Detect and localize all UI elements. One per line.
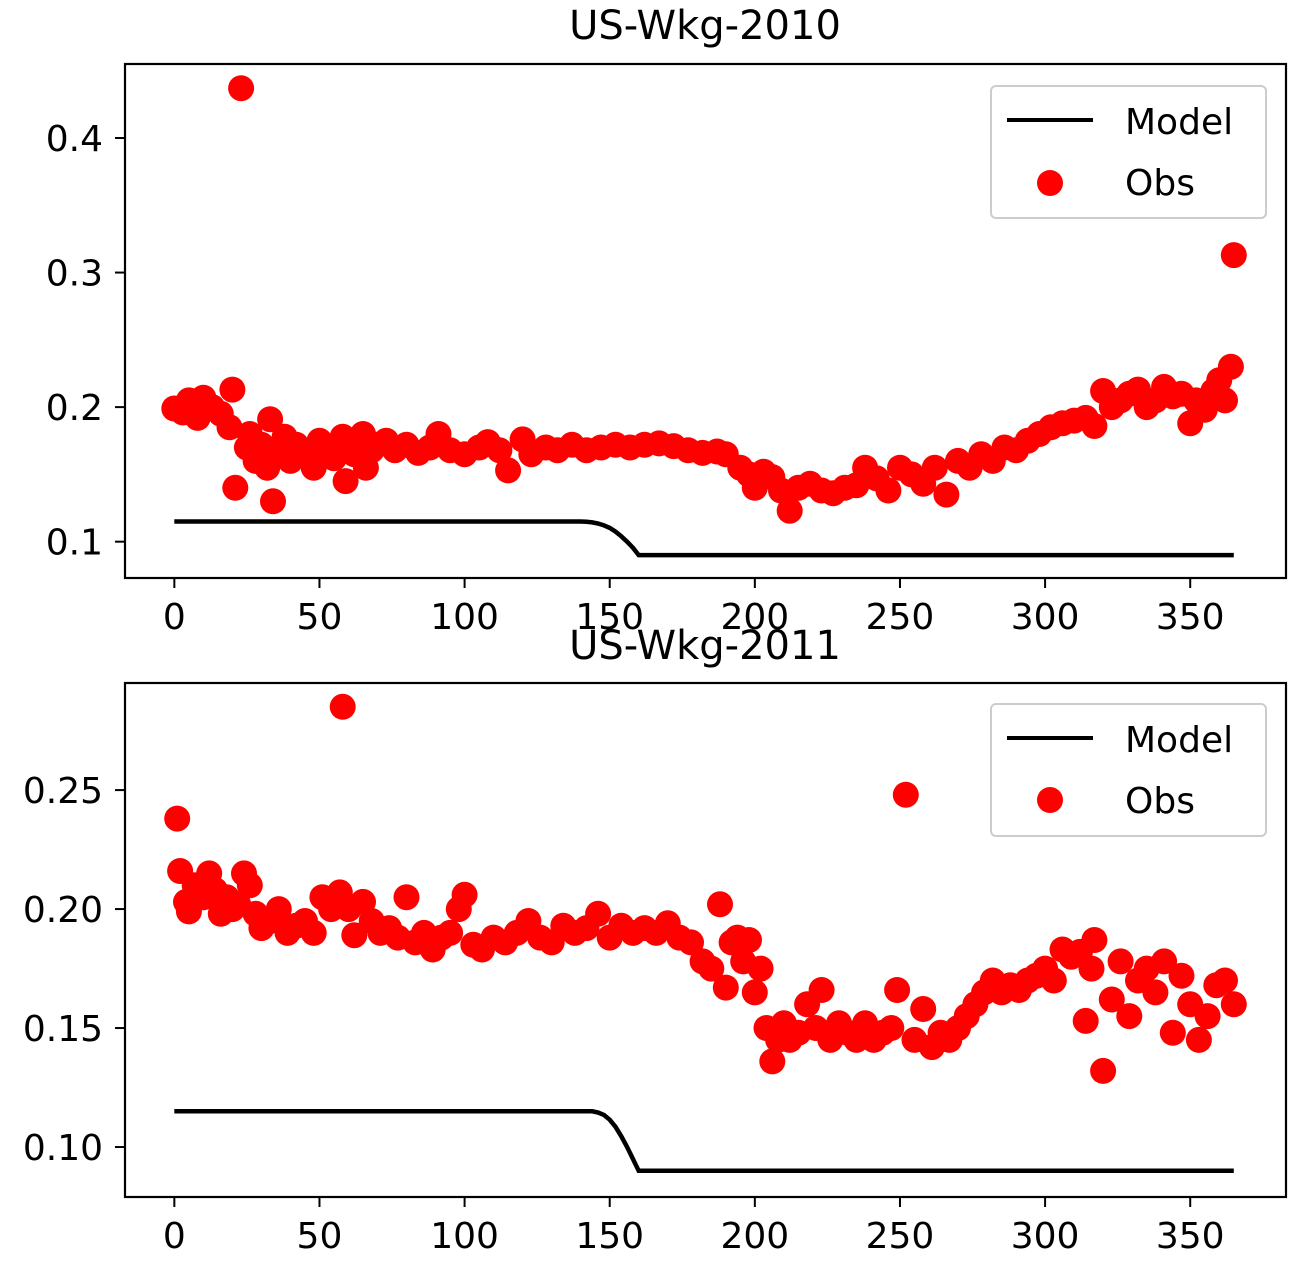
obs-point (1159, 1019, 1186, 1046)
obs-point (300, 919, 327, 946)
obs-point (332, 468, 359, 495)
obs-point (1098, 986, 1125, 1013)
legend-obs-swatch (1037, 170, 1063, 196)
obs-point (1220, 242, 1247, 269)
plot-frame (123, 681, 1288, 1199)
obs-point (219, 376, 246, 403)
obs-point (1081, 413, 1108, 439)
obs-point (1116, 1003, 1143, 1030)
x-tick-label: 300 (1011, 1216, 1080, 1257)
y-tick-label: 0.4 (46, 119, 103, 160)
obs-point (164, 805, 191, 832)
obs-point (678, 929, 704, 956)
obs-point (741, 979, 768, 1006)
obs-point (875, 477, 902, 504)
obs-point (1107, 948, 1134, 975)
x-tick-label: 50 (297, 597, 343, 638)
obs-point (585, 900, 612, 927)
obs-point (257, 406, 284, 433)
plot-frame (123, 62, 1288, 580)
obs-point (933, 481, 960, 508)
obs-point (736, 927, 762, 953)
model-line (174, 519, 1234, 558)
chart-title: US-Wkg-2011 (569, 623, 841, 669)
y-tick-label: 0.3 (46, 254, 103, 295)
x-tick-label: 350 (1156, 1216, 1225, 1257)
y-tick-label: 0.25 (23, 771, 103, 812)
obs-point (910, 996, 937, 1022)
obs-point (341, 922, 368, 949)
obs-point (216, 414, 243, 441)
legend: Model Obs (990, 703, 1267, 837)
y-tick-label: 0.1 (46, 523, 103, 564)
x-tick-label: 100 (430, 597, 499, 638)
chart-panel-2010: US-Wkg-2010 0 50 100 150 200 250 300 350 0.1 0.2 0… (46, 3, 1288, 638)
x-tick-label: 250 (866, 597, 935, 638)
legend-model-label: Model (1125, 720, 1233, 761)
obs-point (776, 497, 803, 524)
x-tick-label: 150 (575, 597, 644, 638)
obs-point (1168, 962, 1195, 989)
obs-point (1090, 1057, 1117, 1084)
obs-point (1072, 1007, 1099, 1034)
obs-point (393, 884, 420, 911)
obs-point (329, 693, 356, 720)
legend: Model Obs (990, 85, 1267, 219)
obs-point (265, 896, 292, 923)
obs-point (236, 872, 263, 899)
obs-point (759, 1048, 786, 1075)
obs-point (884, 977, 911, 1003)
legend-model-label: Model (1125, 102, 1233, 143)
obs-point (1220, 991, 1247, 1018)
obs-point (1212, 387, 1238, 414)
obs-point (1151, 948, 1178, 975)
obs-point (878, 1015, 905, 1041)
obs-point (892, 781, 919, 808)
obs-point (451, 881, 478, 908)
x-tick-label: 0 (163, 597, 186, 638)
obs-point (1078, 955, 1105, 982)
obs-point (486, 437, 513, 464)
obs-point (921, 454, 948, 481)
legend-obs-swatch (1037, 787, 1063, 813)
x-tick-label: 250 (866, 1216, 935, 1257)
x-tick-label: 350 (1156, 597, 1225, 638)
x-tick-label: 50 (297, 1216, 343, 1257)
obs-point (747, 955, 774, 982)
obs-point (808, 977, 835, 1003)
x-tick-label: 0 (163, 1216, 186, 1257)
chart-title: US-Wkg-2010 (569, 3, 841, 49)
x-tick-label: 150 (575, 1216, 644, 1257)
x-tick-label: 300 (1011, 597, 1080, 638)
x-tick-label: 100 (430, 1216, 499, 1257)
obs-point (495, 457, 522, 484)
obs-point (1185, 1026, 1212, 1053)
obs-point (707, 891, 733, 918)
obs-point (228, 75, 255, 102)
obs-point (300, 454, 327, 481)
legend-obs-label: Obs (1125, 163, 1195, 204)
model-line (174, 1109, 1234, 1174)
obs-point (222, 474, 249, 501)
chart-panel-2011: US-Wkg-2011 0 50 100 150 200 250 300 350 0.10 0.1… (23, 623, 1288, 1257)
obs-point (1142, 979, 1169, 1006)
obs-point (1217, 353, 1244, 380)
y-tick-label: 0.10 (23, 1128, 103, 1169)
y-tick-label: 0.2 (46, 388, 103, 429)
obs-point (260, 488, 286, 515)
y-tick-label: 0.15 (23, 1009, 103, 1050)
obs-point (698, 955, 725, 982)
legend-obs-label: Obs (1125, 781, 1195, 822)
x-tick-label: 200 (720, 597, 789, 638)
obs-point (1081, 927, 1108, 953)
obs-point (1212, 967, 1238, 994)
y-tick-label: 0.20 (23, 890, 103, 931)
x-tick-label: 200 (720, 1216, 789, 1257)
obs-point (1194, 1003, 1221, 1030)
obs-point (1040, 967, 1067, 994)
obs-point (437, 919, 464, 946)
obs-point (712, 974, 739, 1001)
